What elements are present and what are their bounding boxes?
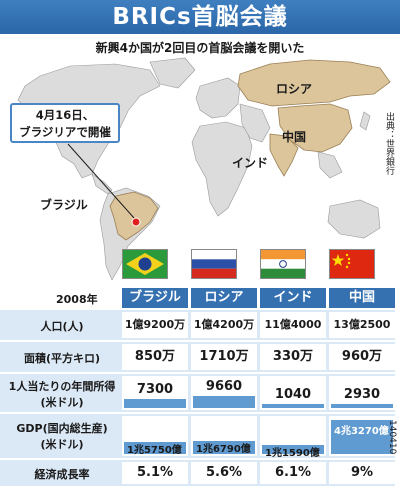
gdp-value-china: 4兆3270億 [334,426,389,437]
col-header-russia: ロシア [191,288,257,308]
label-brazil: ブラジル [40,198,88,212]
gdp-bar-brazil [124,442,186,454]
growth-china: 9% [329,462,395,484]
russia-flag-icon [191,249,237,279]
income-bar-russia [193,396,255,408]
income-bar-india [262,404,324,408]
row-label-growth: 経済成長率 [34,468,90,481]
row-label-income: 1人当たりの年間所得 (米ドル) [4,378,120,410]
population-china: 13億2500万 [329,312,395,357]
row-label-gdp-line1: GDP(国内総生産) [16,422,108,435]
australia-shape [327,199,381,239]
year-label: 2008年 [56,293,98,306]
population-russia: 1億4200万 [191,312,257,338]
growth-brazil: 5.1% [122,462,188,484]
row-label-income-line1: 1人当たりの年間所得 [8,380,116,393]
gdp-value-brazil: 1兆5750億 [127,445,182,456]
label-china: 中国 [282,130,307,144]
population-brazil: 1億9200万 [122,312,188,338]
event-callout: 4月16日、 ブラジリアで開催 [10,103,120,143]
india-shape [269,133,299,177]
col-header-brazil: ブラジル [122,288,188,308]
label-india: インド [232,156,269,170]
label-russia: ロシア [276,82,313,96]
southeast-asia-shape [317,151,343,179]
callout-pointer [67,143,135,219]
income-value-india: 1040 [274,387,312,402]
area-china: 960万 [329,344,395,370]
growth-india: 6.1% [260,462,326,484]
gdp-bar-china [331,420,393,454]
china-flag-icon [329,249,375,279]
callout-date: 4月16日、 [35,108,95,122]
russia-shape [237,59,391,107]
income-bar-brazil [124,399,186,408]
area-india: 330万 [260,344,326,370]
subtitle: 新興4か国が2回目の首脳会議を開いた [95,41,305,55]
row-label-gdp: GDP(国内総生産) (米ドル) [4,420,120,452]
growth-russia: 5.6% [191,462,257,484]
area-brazil: 850万 [122,344,188,370]
row-label-gdp-line2: (米ドル) [40,438,84,451]
central-america-shape [91,173,113,195]
income-value-china: 2930 [343,387,381,402]
gdp-bar-india [262,445,324,454]
china-shape [277,103,353,153]
brazil-flag-icon [122,249,168,279]
page-title: BRICs首脳会議 [0,0,400,34]
europe-shape [195,77,241,119]
source-note: 出典：世界銀行 [384,112,394,175]
population-india: 11億4000万 [260,312,326,357]
world-map [0,56,400,284]
callout-place: ブラジリアで開催 [19,125,111,139]
row-label-area: 面積(平方キロ) [23,352,101,365]
brasilia-marker [131,217,141,227]
japan-shape [359,111,371,131]
credit-code: 140410 [387,420,397,455]
greenland-shape [149,57,196,89]
income-value-brazil: 7300 [136,382,174,397]
income-value-russia: 9660 [205,379,243,394]
gdp-bar-russia [193,441,255,454]
area-russia: 1710万 [191,344,257,370]
income-bar-china [331,404,393,408]
row-label-income-line2: (米ドル) [40,396,84,409]
gdp-value-india: 1兆1590億 [265,448,320,459]
india-flag-icon [260,249,306,279]
row-label-population: 人口(人) [40,320,84,333]
gdp-value-russia: 1兆6790億 [196,444,251,455]
asia-shape [239,103,271,143]
col-header-india: インド [260,288,326,308]
col-header-china: 中国 [329,288,395,308]
